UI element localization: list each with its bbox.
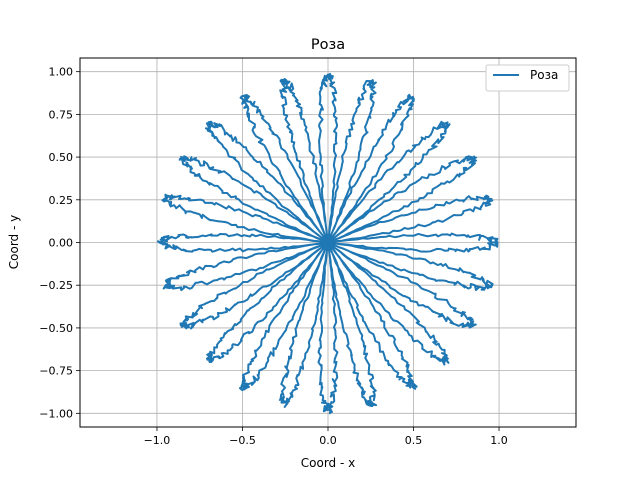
y-axis-label: Coord - y [7, 215, 21, 269]
x-tick-label: −1.0 [144, 434, 171, 447]
y-tick-label: −0.25 [39, 279, 73, 292]
x-tick-label: 1.0 [490, 434, 508, 447]
x-axis: −1.0 −0.5 0.0 0.5 1.0 [144, 427, 508, 447]
y-tick-label: 1.00 [49, 66, 74, 79]
y-tick-label: −1.00 [39, 407, 73, 420]
y-axis: −1.00 −0.75 −0.50 −0.25 0.00 0.25 0.50 0.75 1.00 [39, 66, 80, 420]
y-tick-label: 0.00 [49, 237, 74, 250]
x-axis-label: Coord - x [301, 456, 355, 470]
y-tick-label: 0.75 [49, 108, 74, 121]
x-tick-label: 0.5 [405, 434, 423, 447]
legend-box [485, 64, 570, 92]
series-line-roza [157, 72, 499, 415]
x-tick-label: 0.0 [319, 434, 337, 447]
chart-title: Роза [311, 37, 345, 53]
legend: Роза [485, 64, 570, 92]
legend-label: Роза [530, 68, 558, 82]
y-tick-label: −0.75 [39, 365, 73, 378]
y-tick-label: −0.50 [39, 322, 73, 335]
y-tick-label: 0.50 [49, 151, 74, 164]
x-tick-label: −0.5 [229, 434, 256, 447]
y-tick-label: 0.25 [49, 194, 74, 207]
